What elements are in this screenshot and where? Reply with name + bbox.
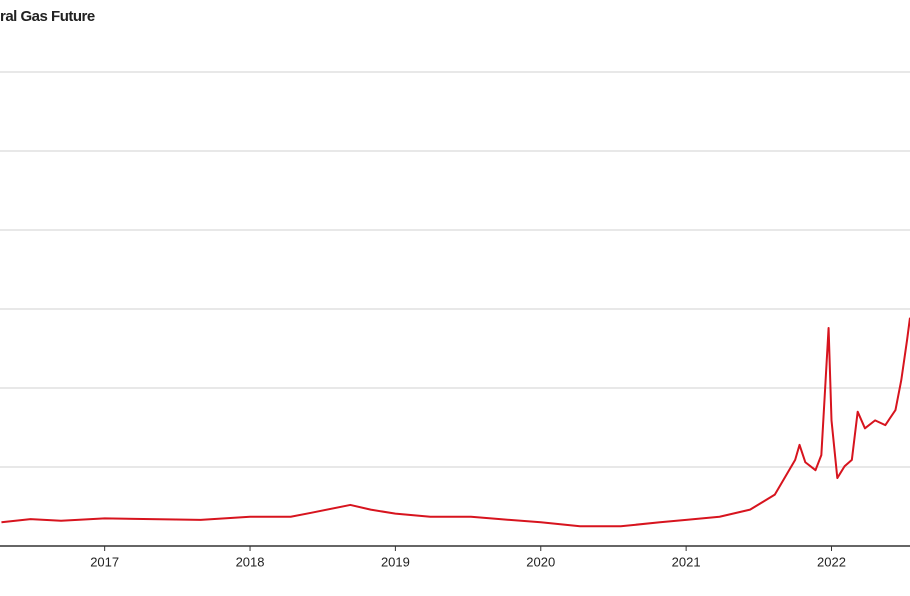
x-tick-label: 2019 [381,554,410,569]
x-tick-label: 2022 [817,554,846,569]
chart-title: ral Gas Future [0,8,95,25]
x-tick-label: 2017 [90,554,119,569]
series-line [1,317,910,528]
x-tick-label: 2018 [236,554,265,569]
x-tick-label: 2021 [672,554,701,569]
x-tick-label: 2020 [526,554,555,569]
